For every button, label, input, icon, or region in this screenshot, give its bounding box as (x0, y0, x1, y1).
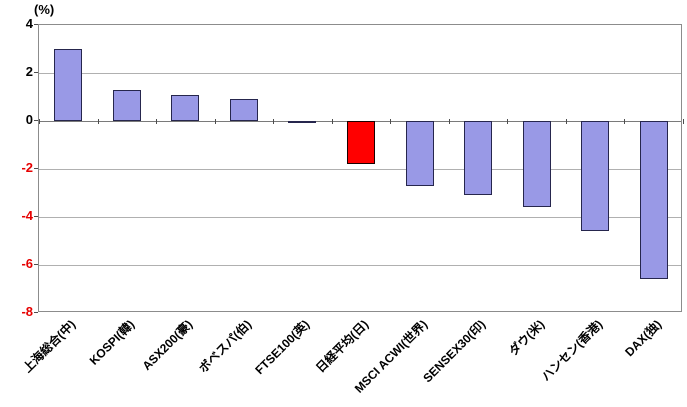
y-tick-label--8: -8 (21, 304, 33, 319)
bar-ダウ(米) (523, 121, 551, 207)
y-tick-label--4: -4 (21, 208, 33, 223)
y-axis-tick (34, 216, 38, 217)
category-axis-tick (507, 119, 508, 124)
y-axis-tick (34, 72, 38, 73)
category-axis-tick (683, 119, 684, 124)
bar-KOSPI(韓) (113, 90, 141, 121)
bar-日経平均(日) (347, 121, 375, 164)
category-axis-tick (332, 119, 333, 124)
category-axis-tick (449, 119, 450, 124)
category-axis-tick (156, 119, 157, 124)
bar-FTSE100(英) (288, 121, 316, 123)
y-gridline (39, 73, 681, 74)
category-axis-tick (215, 119, 216, 124)
y-gridline (39, 265, 681, 266)
bar-MSCI ACWI(世界) (406, 121, 434, 186)
y-tick-label--6: -6 (21, 256, 33, 271)
bar-DAX(独) (640, 121, 668, 279)
bar-ASX200(豪) (171, 95, 199, 121)
category-axis-tick (273, 119, 274, 124)
category-axis-tick (624, 119, 625, 124)
y-tick-label--2: -2 (21, 160, 33, 175)
bar-ボベスパ(伯) (230, 99, 258, 121)
category-axis-tick (390, 119, 391, 124)
y-axis-tick (34, 24, 38, 25)
bar-ハンセン(香港) (581, 121, 609, 231)
y-axis-tick (34, 168, 38, 169)
category-axis-tick (98, 119, 99, 124)
category-axis-tick (566, 119, 567, 124)
bar-上海総合(中) (54, 49, 82, 121)
y-gridline (39, 169, 681, 170)
y-tick-label-2: 2 (25, 64, 33, 79)
category-axis-tick (39, 119, 40, 124)
y-gridline (39, 217, 681, 218)
y-axis-tick (34, 264, 38, 265)
y-tick-label-4: 4 (25, 16, 33, 31)
y-axis-tick (34, 312, 38, 313)
plot-area (38, 24, 684, 312)
y-axis-tick (34, 120, 38, 121)
bar-SENSEX30(印) (464, 121, 492, 195)
y-axis-unit-label: (%) (34, 2, 55, 17)
y-tick-label-0: 0 (25, 112, 33, 127)
